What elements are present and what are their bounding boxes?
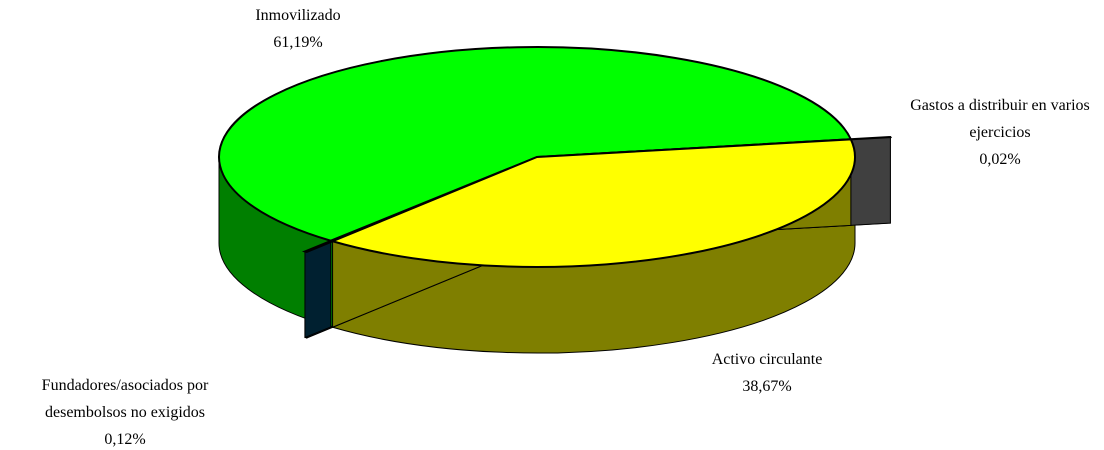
slice-top	[218, 46, 853, 242]
data-label: Inmovilizado 61,19%	[198, 2, 398, 56]
slice-top	[329, 138, 856, 268]
label-name: Fundadores/asociados por desembolsos no …	[41, 377, 209, 421]
data-label: Activo circulante 38,67%	[667, 346, 867, 400]
label-value: 0,12%	[104, 431, 146, 448]
label-value: 61,19%	[273, 34, 323, 51]
data-label: Fundadores/asociados por desembolsos no …	[5, 372, 245, 450]
data-label: Gastos a distribuir en varios ejercicios…	[905, 92, 1095, 173]
label-name: Inmovilizado	[255, 7, 341, 24]
label-value: 0,02%	[979, 151, 1021, 168]
label-value: 38,67%	[742, 378, 792, 395]
label-name: Activo circulante	[711, 351, 823, 368]
label-name: Gastos a distribuir en varios ejercicios	[910, 97, 1090, 141]
